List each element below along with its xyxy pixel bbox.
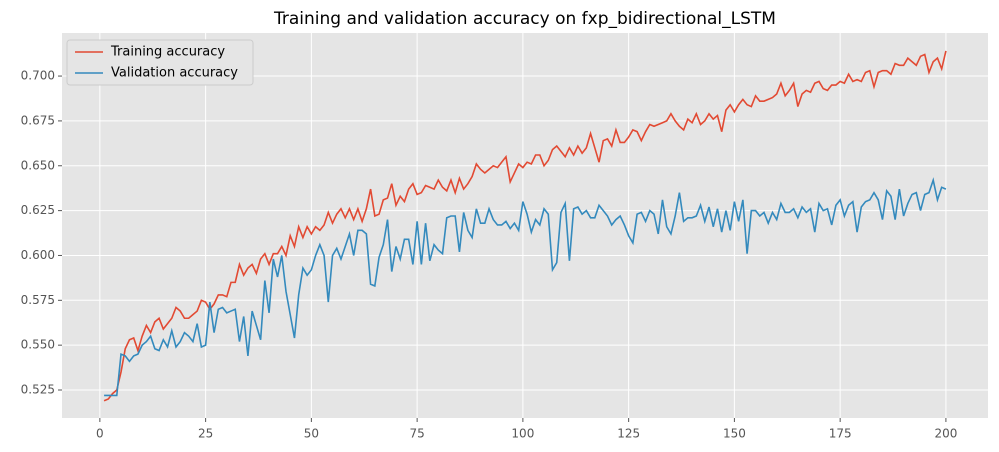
- y-tick-label: 0.650: [21, 158, 55, 172]
- plot-area: [62, 33, 988, 418]
- x-tick-label: 25: [198, 427, 213, 441]
- x-tick-label: 100: [511, 427, 534, 441]
- x-tick-label: 0: [96, 427, 104, 441]
- x-tick-label: 175: [829, 427, 852, 441]
- y-tick-label: 0.550: [21, 338, 55, 352]
- series-line: [103, 50, 947, 402]
- y-tick-label: 0.575: [21, 293, 55, 307]
- y-tick-label: 0.600: [21, 248, 55, 262]
- y-tick-label: 0.525: [21, 383, 55, 397]
- y-tick-label: 0.675: [21, 113, 55, 127]
- legend-box: [66, 39, 254, 86]
- x-tick-label: 200: [934, 427, 957, 441]
- legend-label: Validation accuracy: [111, 66, 238, 81]
- legend: Training accuracy Validation accuracy: [66, 39, 254, 86]
- y-tick-label: 0.625: [21, 203, 55, 217]
- x-tick-label: 125: [617, 427, 640, 441]
- y-tick-label: 0.700: [21, 69, 55, 83]
- x-tick-label: 75: [409, 427, 424, 441]
- chart-title: Training and validation accuracy on fxp_…: [273, 9, 776, 29]
- legend-label: Training accuracy: [110, 45, 225, 60]
- series-line: [104, 177, 947, 397]
- x-tick-label: 50: [304, 427, 319, 441]
- x-tick-label: 150: [723, 427, 746, 441]
